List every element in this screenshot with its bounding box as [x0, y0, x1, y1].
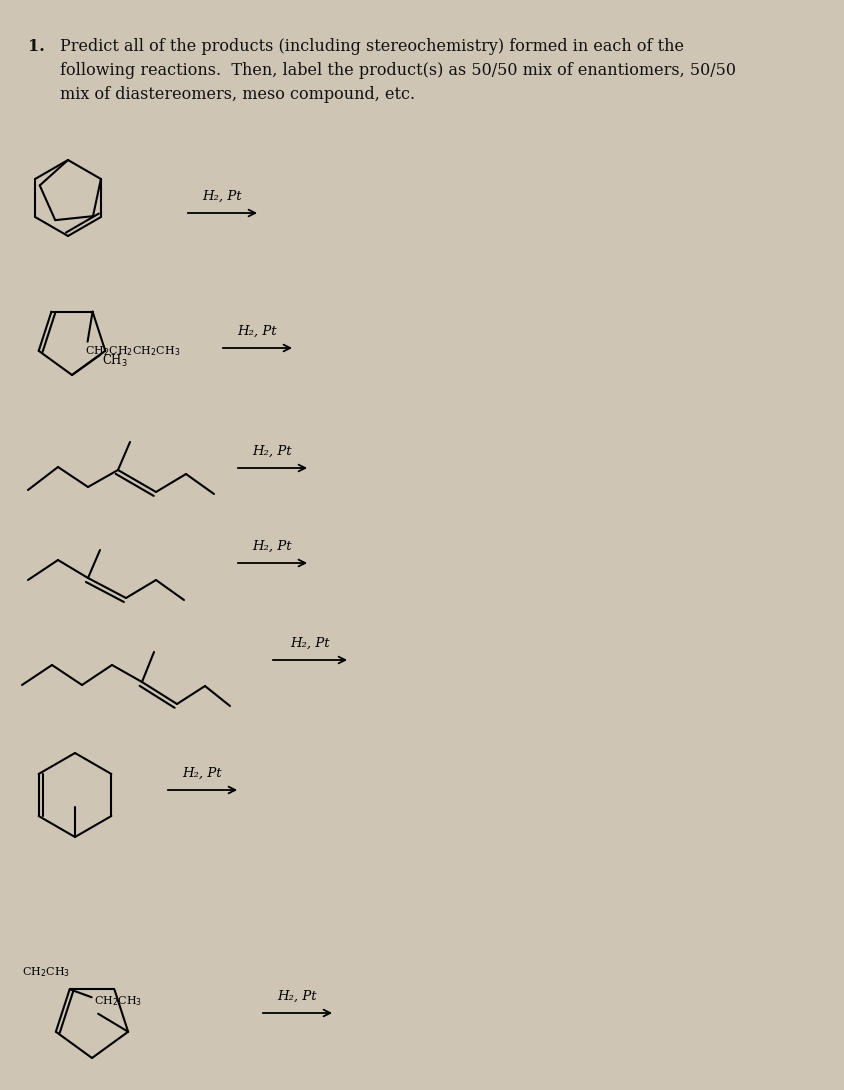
Text: H₂, Pt: H₂, Pt — [203, 190, 242, 203]
Text: CH$_2$CH$_3$: CH$_2$CH$_3$ — [94, 994, 142, 1008]
Text: H₂, Pt: H₂, Pt — [278, 990, 317, 1003]
Text: H₂, Pt: H₂, Pt — [252, 445, 292, 458]
Text: H₂, Pt: H₂, Pt — [252, 540, 292, 553]
Text: CH$_2$CH$_3$: CH$_2$CH$_3$ — [22, 965, 70, 979]
Text: H₂, Pt: H₂, Pt — [182, 767, 222, 780]
Text: CH$_3$: CH$_3$ — [102, 353, 128, 370]
Text: H₂, Pt: H₂, Pt — [290, 637, 330, 650]
Text: 1.: 1. — [28, 38, 45, 54]
Text: H₂, Pt: H₂, Pt — [238, 325, 278, 338]
Text: Predict all of the products (including stereochemistry) formed in each of the
fo: Predict all of the products (including s… — [60, 38, 736, 104]
Text: CH$_2$CH$_2$CH$_2$CH$_3$: CH$_2$CH$_2$CH$_2$CH$_3$ — [84, 344, 180, 359]
